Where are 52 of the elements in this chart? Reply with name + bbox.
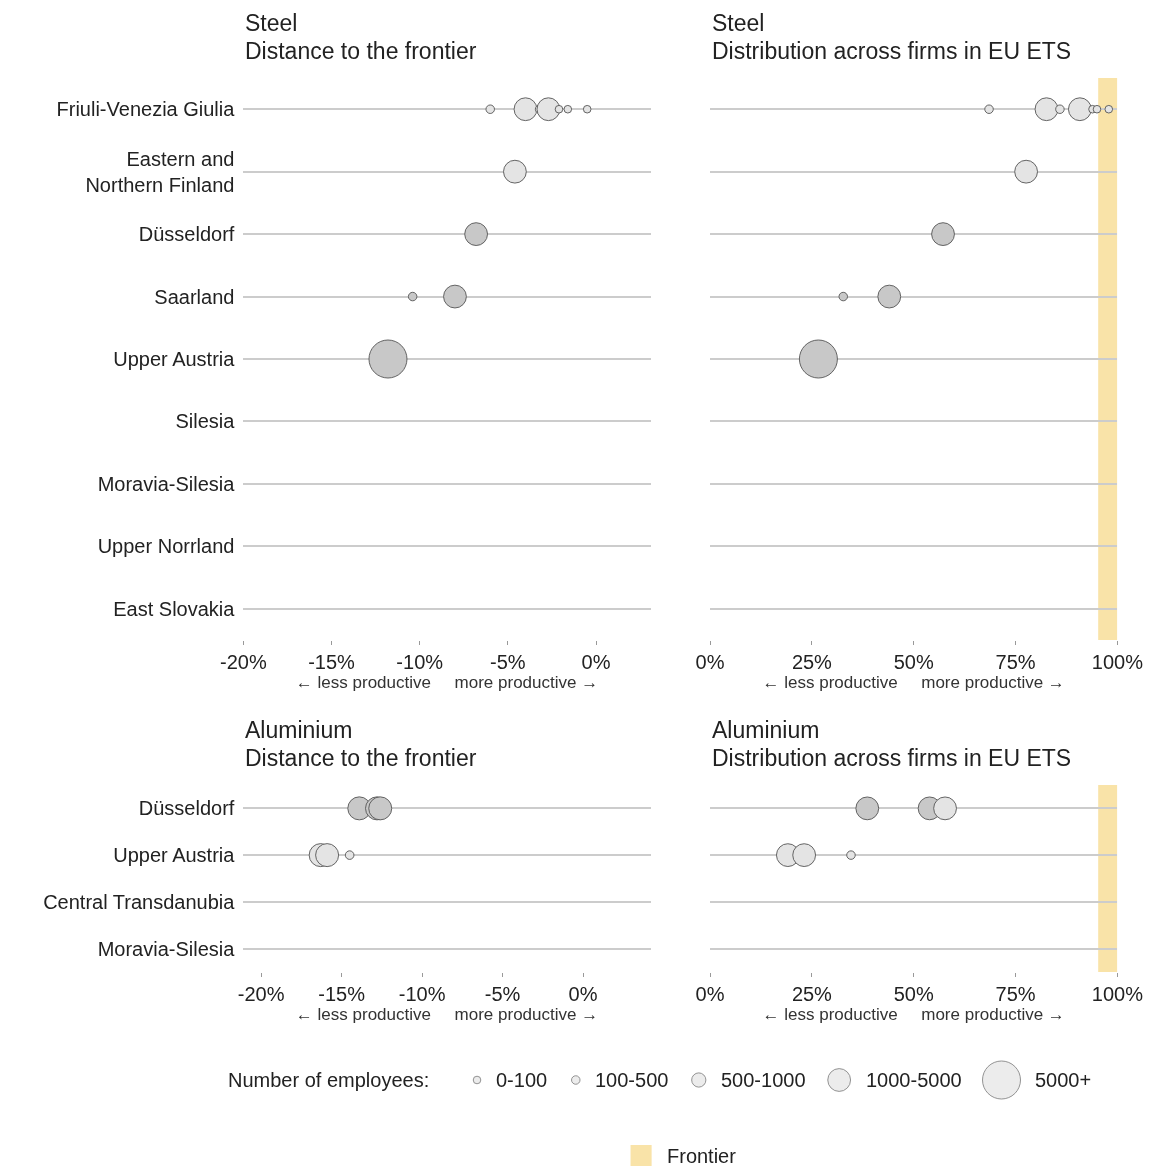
x-tick-label: -20% <box>237 983 285 1005</box>
chart-subtitle: Distribution across firms in EU ETS <box>712 745 1072 771</box>
y-tick-label: Düsseldorf <box>138 223 235 246</box>
x-axis-title: ← less productive more productive → <box>762 673 1065 693</box>
x-tick-label: 0% <box>695 983 725 1005</box>
y-tick-label: Upper Austria <box>113 348 236 370</box>
x-tick-label: 0% <box>695 651 725 673</box>
y-tick-label: Moravia-Silesia <box>97 472 236 495</box>
y-tick-label: Saarland <box>154 285 235 308</box>
x-tick-label: 25% <box>791 651 833 673</box>
y-tick-label: Eastern and Northern Finland <box>85 147 235 196</box>
legend-label: 5000+ <box>1035 1069 1092 1091</box>
x-axis-title: ← less productive more productive → <box>295 1005 599 1025</box>
chart-subtitle: Distance to the frontier <box>245 38 477 64</box>
x-tick-label: 25% <box>791 983 833 1005</box>
legend-label: Frontier <box>667 1145 737 1166</box>
chart-subtitle: Distance to the frontier <box>245 745 477 771</box>
x-tick-label: 0% <box>581 651 611 673</box>
x-tick-label: 50% <box>893 983 934 1005</box>
x-tick-label: 0% <box>568 983 598 1005</box>
x-tick-label: -5% <box>490 651 526 673</box>
chart-title: Aluminium <box>712 717 820 743</box>
legend-label: 1000-5000 <box>866 1069 962 1091</box>
y-tick-label: Central Transdanubia <box>43 890 236 913</box>
x-tick-label: 100% <box>1091 983 1144 1005</box>
x-tick-label: 75% <box>995 651 1036 673</box>
chart-title: Aluminium <box>245 717 353 743</box>
y-tick-label: Moravia-Silesia <box>97 937 236 960</box>
chart-title: Steel <box>712 10 765 36</box>
x-tick-label: -5% <box>484 983 521 1005</box>
x-axis-title: ← less productive more productive → <box>762 1005 1065 1025</box>
x-axis-title: ← less productive more productive → <box>295 673 599 693</box>
x-tick-label: -10% <box>398 983 446 1005</box>
x-tick-label: -20% <box>220 651 267 673</box>
legend-label: 100-500 <box>595 1069 669 1091</box>
x-tick-label: 50% <box>893 651 934 673</box>
chart-title: Steel <box>245 10 298 36</box>
y-tick-label: Düsseldorf <box>138 797 235 820</box>
x-tick-label: 75% <box>995 983 1036 1005</box>
x-tick-label: 100% <box>1091 651 1144 673</box>
y-tick-label: Upper Norrland <box>97 535 235 558</box>
x-tick-label: -10% <box>396 651 444 673</box>
y-tick-label: East Slovakia <box>113 597 236 620</box>
x-tick-label: -15% <box>318 983 366 1005</box>
legend-title: Number of employees: <box>228 1069 430 1091</box>
legend-label: 500-1000 <box>721 1069 806 1091</box>
y-tick-label: Upper Austria <box>113 844 236 867</box>
y-tick-label: Silesia <box>175 410 236 433</box>
chart-subtitle: Distribution across firms in EU ETS <box>712 38 1072 64</box>
y-tick-label: Friuli-Venezia Giulia <box>56 98 236 121</box>
x-tick-label: -15% <box>308 651 356 673</box>
legend-label: 0-100 <box>496 1069 548 1091</box>
